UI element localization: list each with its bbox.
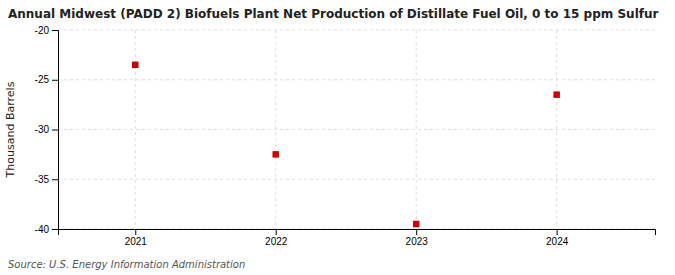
source: Source: U.S. Energy Information Administ…	[8, 259, 245, 270]
x-tick-mark	[557, 229, 558, 235]
x-tick-label: 2023	[406, 236, 429, 247]
y-tick-mark	[52, 179, 58, 180]
grid-line	[416, 30, 417, 229]
grid-line	[58, 30, 655, 31]
x-tick-label: 2021	[125, 236, 148, 247]
point	[413, 221, 419, 227]
x-axis: 2021 2022 2023 2024	[59, 229, 656, 247]
plot: 2021 2022 2023 2024 -40 -35 -30 -25 -20	[35, 25, 656, 247]
y-tick: -20	[35, 25, 58, 36]
grid-line	[58, 79, 655, 80]
y-tick-mark	[52, 130, 58, 131]
x-tick-label: 2022	[265, 236, 288, 247]
y-tick-label: -20	[35, 25, 50, 36]
x-tick: 2023	[406, 229, 429, 247]
chart: Annual Midwest (PADD 2) Biofuels Plant N…	[0, 0, 675, 275]
y-tick-label: -40	[35, 224, 50, 235]
x-tick-label: 2024	[546, 236, 569, 247]
x-tick-mark	[416, 229, 417, 235]
grid	[58, 30, 655, 229]
y-axis-label: Thousand Barrels	[4, 81, 17, 178]
y-tick-label: -30	[35, 124, 50, 135]
grid-line	[275, 30, 276, 229]
x-tick: 2022	[265, 229, 288, 247]
grid-line	[556, 30, 557, 229]
grid-line	[58, 179, 655, 180]
y-tick-mark	[52, 30, 58, 31]
x-axis-line	[59, 230, 656, 236]
y-tick: -40	[35, 224, 58, 235]
x-tick-mark	[135, 229, 136, 235]
grid-line	[135, 30, 136, 229]
title: Annual Midwest (PADD 2) Biofuels Plant N…	[8, 7, 659, 21]
y-tick-label: -35	[35, 174, 50, 185]
y-tick: -35	[35, 174, 58, 185]
point	[553, 91, 559, 97]
point	[272, 151, 278, 157]
points	[132, 62, 560, 228]
x-tick-mark	[276, 229, 277, 235]
y-tick: -25	[35, 74, 58, 85]
point	[132, 62, 138, 68]
y-tick-mark	[52, 80, 58, 81]
y-tick: -30	[35, 124, 58, 135]
x-tick: 2024	[546, 229, 569, 247]
x-tick: 2021	[125, 229, 148, 247]
y-axis-line	[52, 31, 59, 230]
y-tick-label: -25	[35, 74, 50, 85]
grid-line	[58, 129, 655, 130]
y-tick-mark	[52, 229, 58, 230]
y-axis: -40 -35 -30 -25 -20	[35, 25, 59, 235]
